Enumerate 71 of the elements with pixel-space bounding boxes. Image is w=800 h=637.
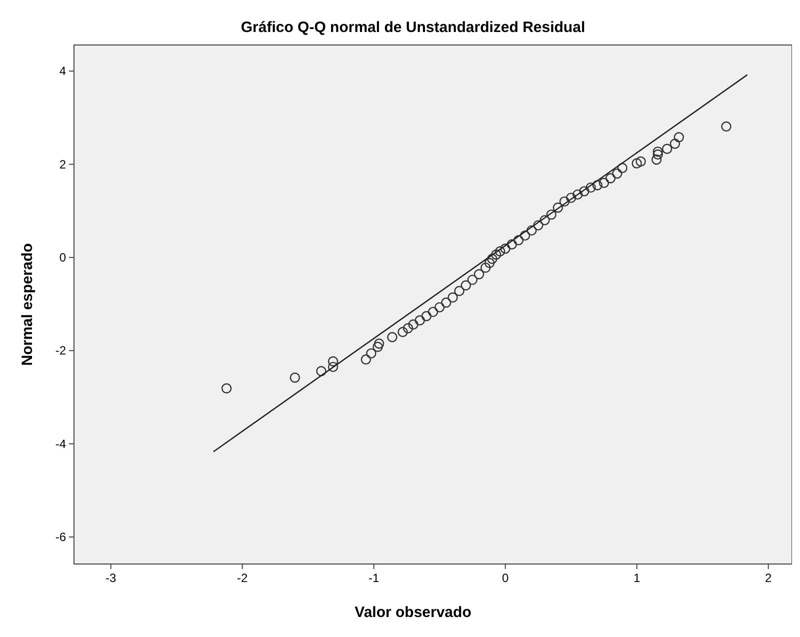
point	[366, 348, 376, 359]
point	[559, 196, 570, 207]
y-tick-label: -4	[55, 436, 66, 451]
point	[617, 162, 628, 174]
y-tick-label: -6	[55, 530, 66, 544]
point	[454, 286, 464, 296]
x-tick-label: 2	[764, 571, 772, 585]
point	[632, 158, 642, 168]
point	[374, 338, 384, 349]
point	[636, 156, 646, 167]
x-tick-label: 1	[633, 571, 640, 585]
point	[480, 262, 491, 273]
point	[290, 372, 300, 383]
point	[408, 319, 418, 330]
y-tick-label: 4	[59, 64, 66, 78]
point	[506, 239, 517, 250]
point	[546, 209, 556, 220]
point	[372, 342, 383, 352]
x-tick-label: -3	[105, 571, 116, 585]
point	[398, 326, 408, 338]
x-tick-label: -2	[236, 571, 248, 585]
point	[402, 323, 414, 334]
point	[500, 243, 510, 254]
point	[316, 366, 326, 376]
point	[662, 144, 672, 154]
point	[474, 269, 484, 280]
point	[428, 306, 438, 318]
y-tick-label: 0	[59, 250, 66, 264]
point	[387, 332, 398, 342]
point	[360, 354, 372, 365]
point	[652, 149, 663, 160]
y-tick-label: 2	[59, 157, 66, 172]
point	[566, 192, 576, 203]
point	[448, 292, 458, 303]
point	[652, 146, 663, 157]
point	[484, 258, 495, 268]
point	[328, 356, 338, 366]
point	[572, 189, 583, 200]
chart-title: Gráfico Q-Q normal de Unstandardized Residual	[240, 19, 586, 36]
point	[579, 186, 590, 196]
point	[540, 215, 550, 226]
point	[414, 315, 425, 326]
point	[441, 298, 452, 308]
point	[491, 250, 502, 260]
point	[421, 311, 432, 322]
point	[520, 230, 530, 241]
y-axis-title: Normal esperado	[19, 243, 36, 366]
point	[721, 121, 732, 132]
point	[651, 154, 662, 165]
point	[328, 362, 338, 372]
point	[605, 173, 616, 184]
point	[467, 274, 478, 285]
point	[586, 182, 596, 193]
point	[552, 202, 564, 213]
point	[221, 383, 232, 394]
point	[494, 246, 506, 256]
point	[434, 302, 445, 312]
y-tick-label: -2	[55, 344, 66, 358]
point	[674, 132, 684, 142]
point	[513, 235, 524, 246]
point	[487, 254, 498, 264]
point	[598, 178, 610, 188]
point	[526, 225, 537, 236]
point	[670, 138, 680, 149]
x-tick-label: -1	[368, 571, 380, 585]
point	[592, 180, 602, 190]
point	[533, 220, 544, 230]
point	[612, 168, 622, 179]
x-tick-label: 0	[502, 571, 509, 585]
point	[460, 280, 471, 290]
x-axis-title: Valor observado	[354, 604, 472, 621]
